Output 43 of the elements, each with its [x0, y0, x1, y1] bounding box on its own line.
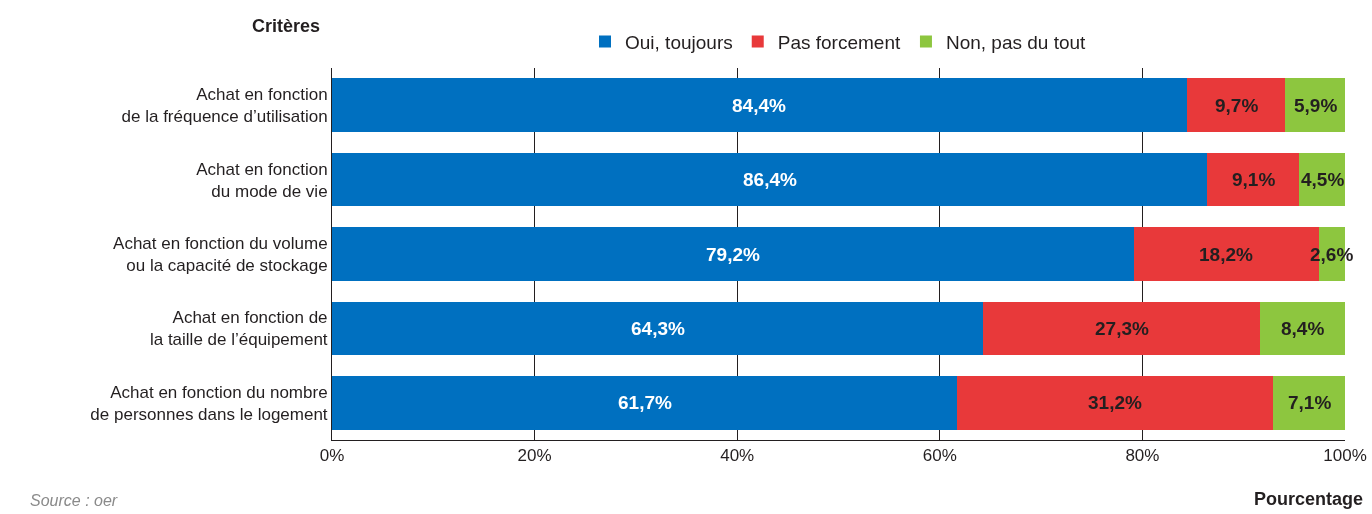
legend-label: Non, pas du tout: [945, 31, 1087, 53]
bar: [1186, 78, 1286, 132]
data-label: 8,4%: [1281, 318, 1325, 339]
y-tick-label: Achat en fonction du volume ou la capacité de stockage: [113, 233, 328, 275]
bar: [332, 227, 1135, 281]
data-label: 84,4%: [732, 95, 786, 116]
data-label: 79,2%: [706, 244, 760, 265]
bar: [332, 301, 984, 356]
x-tick-label: 20%: [517, 446, 552, 466]
bar: [332, 152, 1208, 207]
bar: [332, 78, 1187, 132]
data-label: 9,7%: [1215, 95, 1259, 116]
y-tick-label: Achat en fonction de la fréquence d’utilisation: [121, 85, 328, 127]
data-label: 64,3%: [631, 318, 685, 339]
y-tick-label: Achat en fonction du nombre de personnes dans le logement: [90, 382, 328, 424]
x-tick-label: 40%: [720, 446, 755, 466]
bar: [1259, 301, 1345, 356]
x-tick-label: 100%: [1323, 446, 1367, 466]
source-note: Source : oer: [30, 492, 118, 509]
bar: [1207, 152, 1300, 207]
data-label: 5,9%: [1294, 95, 1338, 116]
data-label: 86,4%: [743, 169, 797, 190]
y-tick-label: Achat en fonction du mode de vie: [196, 159, 328, 201]
bar: [1285, 78, 1345, 132]
bar: [332, 376, 958, 430]
x-tick-label: 80%: [1125, 446, 1160, 466]
x-tick-label: 60%: [922, 446, 957, 466]
bar: [983, 301, 1260, 356]
data-label: 18,2%: [1199, 244, 1253, 265]
x-axis-title: Pourcentage: [1254, 489, 1364, 509]
data-label: 4,5%: [1301, 169, 1345, 190]
bar: [957, 376, 1274, 430]
data-label: 61,7%: [618, 392, 672, 413]
y-tick-label: Achat en fonction de la taille de l’équipement: [149, 308, 328, 350]
y-axis-title: Critères: [252, 16, 321, 36]
data-label: 7,1%: [1288, 392, 1332, 413]
legend-label: Oui, toujours: [625, 31, 733, 53]
legend-label: Pas forcement: [777, 31, 901, 53]
data-label: 27,3%: [1095, 318, 1149, 339]
x-tick-label: 0%: [319, 446, 345, 466]
bar: [1273, 376, 1345, 430]
data-label: 9,1%: [1232, 169, 1276, 190]
data-label: 31,2%: [1088, 392, 1142, 413]
